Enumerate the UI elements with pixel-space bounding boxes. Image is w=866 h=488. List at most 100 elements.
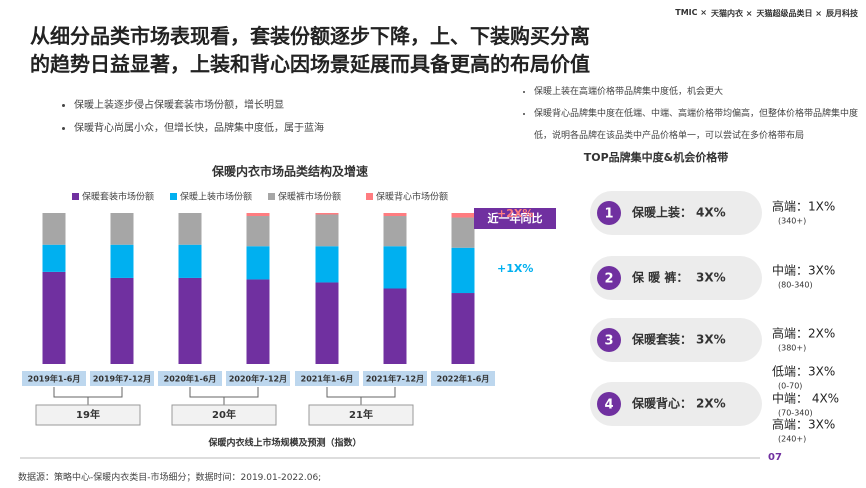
item-circle (597, 392, 621, 416)
item-pill (590, 382, 762, 426)
bar-segment (383, 216, 407, 247)
tier-range: (80-340) (778, 281, 813, 290)
legend-label: 保暖上装市场份额 (180, 191, 252, 203)
bar-segment (315, 213, 339, 215)
x-tick-label: 2019年1-6月 (28, 374, 81, 384)
item-number: 1 (604, 207, 613, 222)
title-line: 的趋势日益显著，上装和背心因场景延展而具备更高的布局价值 (30, 52, 590, 76)
bar-segment (110, 244, 134, 278)
bar-segment (42, 271, 66, 364)
bar-segment (451, 247, 475, 294)
bar-segment (178, 277, 202, 364)
item-share: 3X% (696, 271, 726, 285)
item-label: 保暖套装： (631, 332, 692, 347)
panel-title: TOP品牌集中度&机会价格带 (584, 150, 729, 164)
item-label: 保 暖 裤： (631, 270, 688, 285)
chart-title: 保暖内衣市场品类结构及增速 (211, 164, 368, 179)
tier-label: 中端： 4X% (772, 391, 839, 406)
item-number: 4 (604, 398, 613, 413)
bar-segment (42, 244, 66, 272)
item-number: 3 (604, 334, 613, 349)
item-number: 2 (604, 272, 613, 287)
bullet: 保暖背心尚属小众，但增长快，品牌集中度低，属于蓝海 (74, 119, 324, 134)
item-circle (597, 266, 621, 290)
item-circle (597, 201, 621, 225)
title-line: 从细分品类市场表现看，套装份额逐步下降，上、下装购买分离 (30, 24, 590, 48)
group-label: 20年 (212, 408, 236, 421)
bar-segment (178, 213, 202, 245)
bar-segment (110, 213, 134, 245)
bar-segment (451, 293, 475, 364)
bullet: 保暖上装在高端价格带品牌集中度低，机会更大 (534, 81, 866, 103)
tier-range: (380+) (778, 344, 806, 353)
x-tick-label: 2020年7-12月 (229, 374, 287, 384)
bar-segment (451, 217, 475, 248)
legend-swatch (268, 193, 275, 200)
group-label: 21年 (349, 408, 373, 421)
tier-range: (70-340) (778, 409, 813, 418)
item-label: 保暖上装： (631, 205, 692, 220)
group-label: 19年 (76, 408, 100, 421)
slide-title: 从细分品类市场表现看，套装份额逐步下降，上、下装购买分离 的趋势日益显著，上装和… (30, 22, 590, 78)
tier-label: 高端：1X% (772, 199, 835, 214)
legend-swatch (170, 193, 177, 200)
change-label: +2X% (497, 207, 533, 220)
legend-swatch (72, 193, 79, 200)
legend-label: 保暖背心市场份额 (376, 191, 448, 203)
bracket (326, 387, 396, 398)
tier-range: (0-70) (778, 382, 802, 391)
right-bullets: 保暖上装在高端价格带品牌集中度低，机会更大 保暖背心品牌集中度在低端、中端、高端… (520, 81, 866, 147)
tier-label: 低端：3X% (772, 365, 835, 379)
category-box (158, 371, 222, 386)
badge: 近一年同比 (488, 211, 543, 225)
logo: 天猫内衣 × (711, 9, 753, 18)
bar-segment (451, 213, 475, 218)
logos: TMIC × 天猫内衣 × 天猫超级品类日 × 辰月科技 (675, 8, 858, 19)
logo: 辰月科技 (826, 9, 858, 18)
item-pill (590, 191, 762, 235)
bullet: 保暖上装逐步侵占保暖套装市场份额，增长明显 (74, 96, 324, 111)
group-box (171, 404, 277, 426)
page-number: 07 (768, 452, 782, 463)
group-box (308, 404, 414, 426)
tier-label: 中端：3X% (772, 263, 835, 278)
bar-segment (246, 279, 270, 364)
item-label: 保暖背心： (631, 396, 692, 411)
x-tick-label: 2019年7-12月 (93, 374, 151, 384)
category-box (90, 371, 154, 386)
tier-label: 高端：2X% (772, 326, 835, 341)
bar-segment (110, 277, 134, 364)
bracket (189, 387, 259, 398)
x-tick-label: 2021年1-6月 (301, 374, 354, 384)
category-box (363, 371, 427, 386)
bar-segment (246, 213, 270, 217)
legend-swatch (366, 193, 373, 200)
x-axis-label: 保暖内衣线上市场规模及预测（指数） (207, 437, 361, 449)
left-bullets: 保暖上装逐步侵占保暖套装市场份额，增长明显 保暖背心尚属小众，但增长快，品牌集中… (60, 96, 324, 142)
x-tick-label: 2020年1-6月 (164, 374, 217, 384)
category-box (22, 371, 86, 386)
item-circle (597, 328, 621, 352)
category-box (226, 371, 290, 386)
tier-label: 高端：3X% (772, 417, 835, 432)
legend-label: 保暖裤市场份额 (278, 191, 341, 203)
source: 数据源：策略中心-保暖内衣类目-市场细分；数据时间：2019.01-2022.0… (18, 473, 322, 483)
bar-segment (315, 246, 339, 283)
bar-segment (383, 213, 407, 217)
bracket (53, 387, 123, 398)
bar-segment (315, 282, 339, 364)
bar-segment (178, 244, 202, 278)
x-tick-label: 2022年1-6月 (437, 374, 490, 384)
category-box (295, 371, 359, 386)
x-tick-label: 2021年7-12月 (366, 374, 424, 384)
group-box (35, 404, 141, 426)
bar-segment (42, 213, 66, 245)
bar-segment (383, 246, 407, 289)
tier-range: (240+) (778, 435, 806, 444)
tier-range: (340+) (778, 217, 806, 226)
item-pill (590, 256, 762, 300)
change-label: +1X% (497, 262, 533, 275)
logo: TMIC × (675, 8, 707, 17)
legend-label: 保暖套装市场份额 (82, 191, 154, 203)
